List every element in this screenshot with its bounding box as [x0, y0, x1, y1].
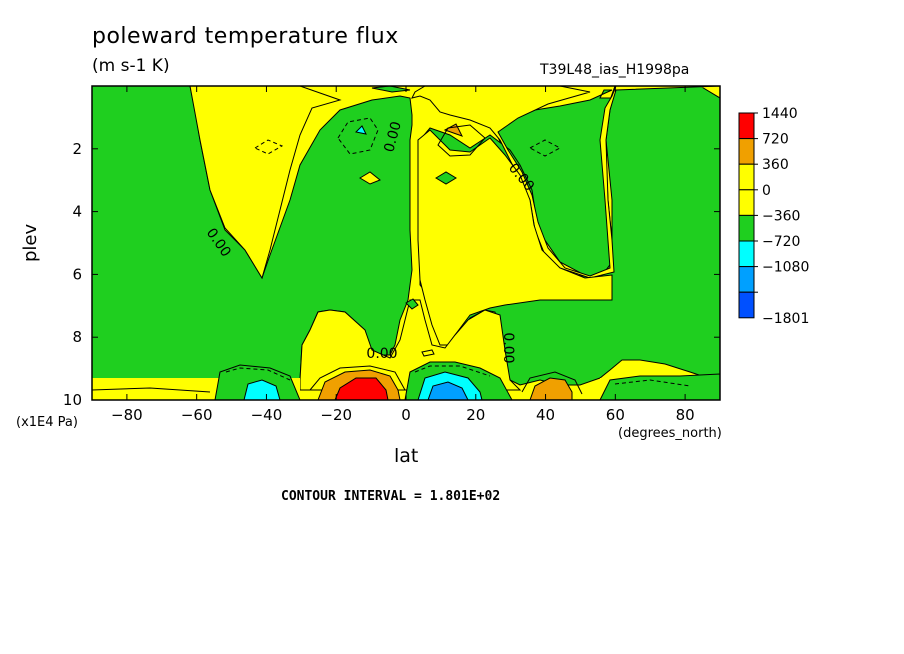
contour-interval-note: CONTOUR INTERVAL = 1.801E+02 — [281, 489, 501, 504]
x-tick-label: 20 — [466, 406, 485, 424]
y-axis: 2 4 6 8 10 — [63, 140, 720, 409]
colorbar-label: −720 — [762, 234, 800, 250]
x-axis-unit: (degrees_north) — [618, 426, 722, 441]
y-tick-label: 4 — [72, 203, 82, 221]
fill-blob-4 — [435, 171, 457, 185]
x-tick-label: 0 — [401, 406, 411, 424]
contour-solid-4 — [92, 387, 211, 393]
fill-min-left — [243, 379, 281, 400]
colorbar-swatch — [738, 214, 755, 242]
contour-fills — [92, 86, 720, 400]
x-axis-label: lat — [394, 445, 419, 467]
contour-solid-5 — [421, 349, 435, 357]
fill-positive-center — [411, 86, 720, 279]
y-tick-label: 2 — [72, 140, 82, 158]
y-tick-label: 10 — [63, 391, 82, 409]
run-identifier: T39L48_ias_H1998pa — [540, 62, 690, 78]
colorbar-swatch — [738, 189, 755, 216]
colorbar-swatch — [738, 112, 755, 140]
chart-units: (m s-1 K) — [92, 56, 170, 76]
colorbar-swatch — [738, 291, 755, 319]
fill-blob-3 — [359, 171, 381, 185]
colorbar-label: 720 — [762, 132, 789, 148]
colorbar-label: 1440 — [762, 106, 798, 122]
colorbar-legend: 1440 720 360 0 −360 −720 −1080 −1801 — [738, 106, 809, 327]
y-tick-label: 6 — [72, 265, 82, 283]
contour-label: 0.00 — [381, 120, 405, 154]
colorbar-label: −1080 — [762, 260, 809, 276]
fill-positive-mid — [417, 129, 613, 346]
fill-max-center-red — [334, 377, 389, 400]
fill-blob-2 — [354, 125, 367, 135]
y-tick-label: 8 — [72, 328, 82, 346]
y-axis-unit: (x1E4 Pa) — [16, 415, 78, 430]
x-tick-label: 60 — [606, 406, 625, 424]
contour-solid-3 — [521, 371, 583, 395]
chart-title: poleward temperature flux — [92, 24, 399, 49]
x-tick-label: −60 — [181, 406, 213, 424]
x-tick-label: −80 — [111, 406, 143, 424]
fill-max-right — [529, 377, 573, 400]
x-tick-label: −40 — [251, 406, 283, 424]
fill-min-center-blue — [427, 381, 469, 400]
contour-dashed-4 — [225, 367, 291, 381]
contour-label: 0.00 — [500, 332, 516, 363]
contour-dashed-6 — [614, 379, 691, 387]
colorbar-label: −1801 — [762, 311, 809, 327]
x-axis: −80 −60 −40 −20 0 20 40 60 80 — [111, 86, 695, 424]
x-tick-label: 80 — [676, 406, 695, 424]
contour-solid-2 — [309, 365, 406, 391]
colorbar-swatch — [738, 266, 755, 293]
contour-dashed-5 — [414, 365, 491, 377]
contour-dashed-2 — [528, 139, 562, 157]
colorbar-swatch — [738, 163, 755, 191]
contour-label: 0.00 — [366, 346, 397, 362]
fill-positive-upper-left — [189, 86, 342, 280]
colorbar-swatch — [738, 138, 755, 165]
contour-dashed-1 — [253, 139, 284, 155]
x-tick-label: −20 — [320, 406, 352, 424]
fill-blob-5 — [405, 298, 419, 310]
colorbar-label: −360 — [762, 208, 800, 224]
colorbar-label: 360 — [762, 157, 789, 173]
contour-solid-1 — [437, 124, 486, 157]
fill-negative-bottom-right — [599, 373, 720, 400]
colorbar-label: 0 — [762, 183, 771, 199]
fill-blob-1 — [443, 123, 464, 137]
colorbar-swatch — [738, 240, 755, 268]
x-tick-label: 40 — [536, 406, 555, 424]
